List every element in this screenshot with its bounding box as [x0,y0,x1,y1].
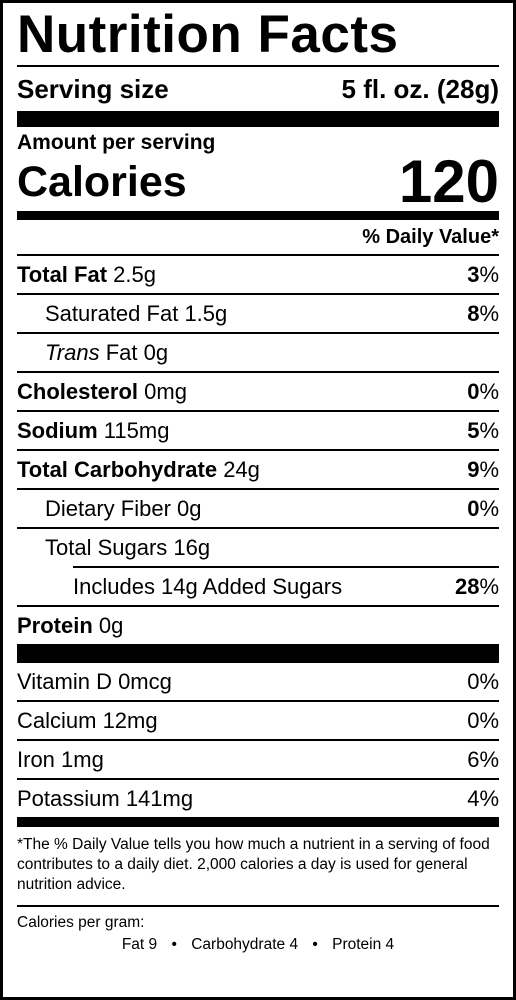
nutrient-amount: 1.5g [184,300,228,326]
nutrient-amount: 0g [143,339,169,365]
nutrient-row-dietary-fiber: Dietary Fiber 0g 0% [17,488,499,527]
label-title: Nutrition Facts [17,5,399,64]
nutrient-name: Total Carbohydrate [17,456,218,482]
medium-divider [17,211,499,220]
calories-per-gram-values: Fat 9 • Carbohydrate 4 • Protein 4 [17,935,499,955]
nutrient-row-total-sugars: Total Sugars 16g [17,527,499,566]
nutrient-name: Dietary Fiber [45,495,171,521]
nutrient-amount: 24g [223,456,260,482]
nutrient-row-sodium: Sodium 115mg 5% [17,410,499,449]
calories-per-gram-label: Calories per gram: [17,914,145,931]
calories-value: 120 [398,148,499,215]
vitamin-dv: 6% [467,746,499,772]
nutrient-row-protein: Protein 0g [17,605,499,644]
nutrient-name: Total Fat [17,261,108,287]
protein-per-gram: Protein 4 [332,936,395,953]
vitamin-dv: 4% [467,785,499,811]
vitamin-row-potassium: Potassium 141mg 4% [17,778,499,817]
thick-divider [17,111,499,127]
nutrient-dv: 3 [467,261,480,287]
nutrient-row-trans-fat: Trans Fat 0g [17,332,499,371]
vitamin-name: Potassium 141mg [17,785,194,811]
nutrient-row-total-carbohydrate: Total Carbohydrate 24g 9% [17,449,499,488]
daily-value-footnote: *The % Daily Value tells you how much a … [17,836,490,893]
nutrient-dv: 0 [467,378,480,404]
calories-label: Calories [17,158,187,206]
calories-row: Calories 120 [17,148,499,215]
nutrient-amount: 115mg [103,417,170,443]
divider [17,65,499,67]
vitamin-row-vitamin-d: Vitamin D 0mcg 0% [17,663,499,700]
nutrient-name-italic: Trans [45,339,100,365]
nutrient-dv: 8 [467,300,480,326]
nutrient-dv: 28 [454,573,480,599]
medium-divider [17,817,499,827]
nutrient-name: Protein [17,612,93,638]
nutrient-name: Sodium [17,417,98,443]
fat-per-gram: Fat 9 [121,936,158,953]
vitamin-name: Iron 1mg [17,746,104,772]
nutrient-dv: 5 [467,417,480,443]
vitamin-dv: 0% [467,707,499,733]
nutrient-amount: 0g [177,495,202,521]
vitamin-row-iron: Iron 1mg 6% [17,739,499,778]
carbohydrate-per-gram: Carbohydrate 4 [191,936,299,953]
nutrient-name: Fat [105,339,138,365]
separator-dot: • [171,936,177,953]
thick-divider [17,644,499,663]
nutrient-amount: 2.5g [113,261,156,287]
vitamin-name: Vitamin D 0mcg [17,668,172,694]
vitamin-name: Calcium 12mg [17,707,158,733]
nutrient-amount: 16g [173,534,211,560]
nutrient-row-cholesterol: Cholesterol 0mg 0% [17,371,499,410]
nutrient-name: Cholesterol [17,378,139,404]
nutrient-amount: 0g [98,612,124,638]
serving-size-value: 5 fl. oz. (28g) [341,73,499,104]
nutrient-amount: 0mg [144,378,187,404]
vitamin-row-calcium: Calcium 12mg 0% [17,700,499,739]
daily-value-header: % Daily Value* [362,225,499,248]
nutrient-name: Includes 14g Added Sugars [73,573,343,599]
nutrient-name: Total Sugars [45,534,168,560]
nutrient-dv: 9 [467,456,480,482]
amount-per-serving: Amount per serving [17,131,216,154]
nutrient-row-total-fat: Total Fat 2.5g 3% [17,254,499,293]
nutrient-name: Saturated Fat [45,300,179,326]
vitamin-dv: 0% [467,668,499,694]
separator-dot: • [312,936,318,953]
serving-size-row: Serving size 5 fl. oz. (28g) [17,67,499,111]
calories-per-gram: Calories per gram: Fat 9 • Carbohydrate … [17,907,499,955]
serving-size-label: Serving size [17,73,169,104]
nutrient-dv: 0 [467,495,480,521]
divider [17,905,499,907]
nutrient-row-added-sugars: Includes 14g Added Sugars 28% [73,566,499,605]
nutrient-row-saturated-fat: Saturated Fat 1.5g 8% [17,293,499,332]
